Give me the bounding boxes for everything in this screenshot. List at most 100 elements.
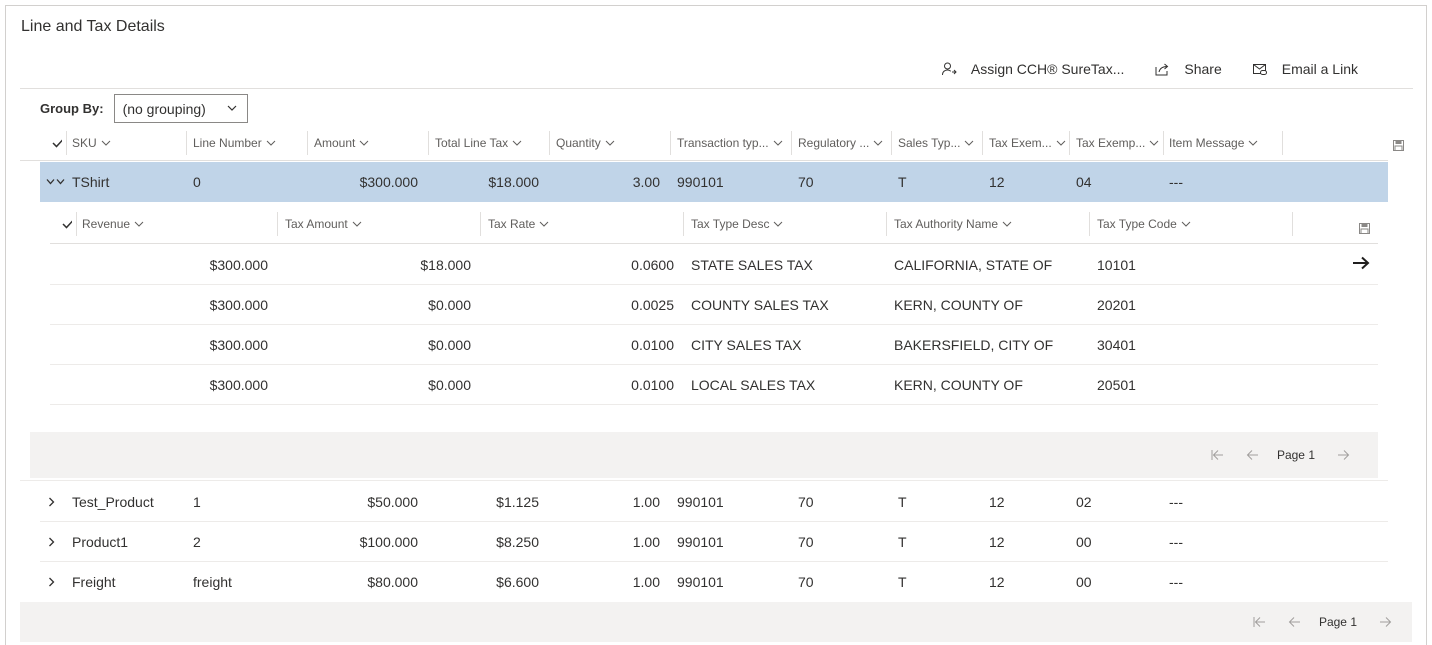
cell-tax-type-code: 20501	[1097, 376, 1136, 393]
column-header-transaction-type[interactable]: Transaction typ...	[677, 128, 789, 158]
cell-total-line-tax: $8.250	[496, 533, 539, 550]
chevron-down-icon	[1249, 140, 1258, 146]
cell-line-number: 0	[193, 174, 201, 190]
column-separator	[307, 131, 308, 155]
sub-select-all-checkbox[interactable]	[58, 209, 72, 239]
cell-amount: $300.000	[359, 174, 418, 190]
column-header-regulatory[interactable]: Regulatory ...	[798, 128, 890, 158]
cell-tax-rate: 0.0100	[631, 336, 674, 353]
chevron-down-icon	[352, 221, 362, 227]
column-header-tax-rate[interactable]: Tax Rate	[488, 209, 678, 239]
column-header-tax-type-desc[interactable]: Tax Type Desc	[691, 209, 881, 239]
select-all-checkbox[interactable]	[48, 128, 62, 158]
column-header-sales-type[interactable]: Sales Typ...	[898, 128, 981, 158]
first-page-icon	[1253, 617, 1265, 627]
column-header-quantity[interactable]: Quantity	[556, 128, 668, 158]
column-separator	[186, 131, 187, 155]
sub-table-row[interactable]: $300.000 $0.000 0.0025 COUNTY SALES TAX …	[50, 285, 1378, 325]
cell-regulatory: 70	[798, 574, 814, 590]
group-by-control: Group By: (no grouping)	[40, 94, 248, 123]
cell-tax-rate: 0.0600	[631, 256, 674, 273]
cell-transaction-type: 990101	[677, 174, 724, 190]
chevron-down-icon	[360, 140, 369, 146]
page-number: Page 1	[1276, 448, 1315, 462]
first-page-button[interactable]	[1253, 616, 1266, 628]
collapse-row-toggle[interactable]	[46, 162, 70, 202]
column-header-total-line-tax[interactable]: Total Line Tax	[435, 128, 547, 158]
table-row[interactable]: Test_Product 1 $50.000 $1.125 1.00 99010…	[40, 482, 1388, 522]
table-row[interactable]: Freight freight $80.000 $6.600 1.00 9901…	[40, 562, 1388, 602]
chevron-right-icon	[49, 497, 55, 506]
sub-table-row[interactable]: $300.000 $0.000 0.0100 LOCAL SALES TAX K…	[50, 365, 1378, 405]
arrow-right-icon	[1380, 617, 1392, 627]
column-separator	[76, 212, 77, 236]
email-a-link-button[interactable]: Email a Link	[1252, 61, 1358, 77]
column-header-item-message[interactable]: Item Message	[1169, 128, 1281, 158]
cell-sku: Freight	[72, 574, 116, 590]
chevron-down-icon	[134, 221, 144, 227]
cell-regulatory: 70	[798, 533, 814, 550]
column-header-revenue[interactable]: Revenue	[82, 209, 272, 239]
email-a-link-label: Email a Link	[1281, 61, 1358, 77]
column-separator	[891, 131, 892, 155]
group-by-select[interactable]: (no grouping)	[113, 94, 248, 123]
previous-page-button[interactable]	[1288, 616, 1301, 628]
chevron-down-icon	[266, 140, 276, 146]
cell-total-line-tax: $6.600	[496, 574, 539, 590]
cell-transaction-type: 990101	[677, 493, 724, 510]
chevron-down-icon	[101, 140, 111, 146]
chevron-down-icon	[1181, 221, 1191, 227]
column-header-tax-type-code[interactable]: Tax Type Code	[1097, 209, 1287, 239]
column-header-tax-amount[interactable]: Tax Amount	[285, 209, 475, 239]
sub-table-row[interactable]: $300.000 $0.000 0.0100 CITY SALES TAX BA…	[50, 325, 1378, 365]
cell-sales-type: T	[898, 174, 907, 190]
cell-tax-amount: $0.000	[428, 336, 471, 353]
cell-tax-exem: 12	[989, 533, 1005, 550]
assign-suretax-button[interactable]: Assign CCH® SureTax...	[941, 61, 1124, 77]
cell-tax-exem: 12	[989, 174, 1005, 190]
cell-tax-exemp: 00	[1076, 533, 1092, 550]
open-record-button[interactable]	[1352, 243, 1370, 282]
table-row[interactable]: TShirt 0 $300.000 $18.000 3.00 990101 70…	[40, 162, 1388, 202]
column-header-tax-exemp[interactable]: Tax Exemp...	[1076, 128, 1162, 158]
next-page-button[interactable]	[1337, 449, 1350, 461]
chevron-down-icon	[512, 140, 522, 146]
expand-row-toggle[interactable]	[48, 522, 62, 561]
cell-amount: $80.000	[367, 574, 418, 590]
column-header-tax-exem[interactable]: Tax Exem...	[989, 128, 1069, 158]
column-separator	[66, 131, 67, 155]
table-row[interactable]: Product1 2 $100.000 $8.250 1.00 990101 7…	[40, 522, 1388, 562]
chevron-down-icon	[773, 140, 782, 146]
command-bar: Assign CCH® SureTax... Share Email a Lin…	[911, 54, 1396, 84]
next-page-button[interactable]	[1379, 616, 1392, 628]
expand-row-toggle[interactable]	[48, 482, 62, 521]
cell-item-message: ---	[1169, 533, 1183, 550]
sub-grid-pager: Page 1	[30, 432, 1378, 478]
sub-table-row[interactable]: $300.000 $18.000 0.0600 STATE SALES TAX …	[50, 245, 1378, 285]
first-page-button[interactable]	[1211, 449, 1224, 461]
line-and-tax-details-panel: Line and Tax Details Assign CCH® SureTax…	[5, 5, 1427, 645]
cell-line-number: 2	[193, 533, 201, 550]
save-icon[interactable]	[1393, 140, 1404, 151]
previous-page-button[interactable]	[1246, 449, 1259, 461]
more-commands-button[interactable]	[1386, 62, 1396, 76]
cell-tax-authority-name: BAKERSFIELD, CITY OF	[894, 336, 1054, 353]
arrow-left-icon	[1246, 450, 1258, 460]
column-header-amount[interactable]: Amount	[314, 128, 426, 158]
expand-row-toggle[interactable]	[48, 562, 62, 602]
cell-total-line-tax: $18.000	[488, 174, 539, 190]
cell-sales-type: T	[898, 533, 907, 550]
toolbar-divider	[20, 88, 1413, 89]
person-add-icon	[941, 62, 957, 76]
share-label: Share	[1184, 61, 1222, 77]
assign-suretax-label: Assign CCH® SureTax...	[970, 61, 1125, 77]
group-by-value: (no grouping)	[122, 100, 206, 117]
column-separator	[1292, 212, 1293, 236]
save-icon[interactable]	[1359, 223, 1370, 234]
column-header-sku[interactable]: SKU	[72, 128, 182, 158]
column-header-tax-authority-name[interactable]: Tax Authority Name	[894, 209, 1084, 239]
sub-header-divider	[50, 243, 1378, 244]
chevron-right-icon	[49, 537, 55, 546]
share-button[interactable]: Share	[1154, 61, 1222, 77]
column-header-line-number[interactable]: Line Number	[193, 128, 305, 158]
